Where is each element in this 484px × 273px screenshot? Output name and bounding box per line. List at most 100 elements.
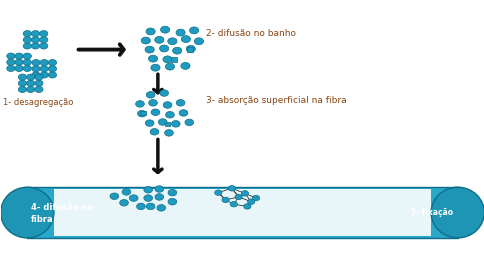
- Circle shape: [149, 100, 157, 106]
- Circle shape: [15, 59, 23, 65]
- Circle shape: [171, 121, 180, 127]
- Circle shape: [23, 59, 31, 65]
- Circle shape: [32, 60, 40, 66]
- Circle shape: [7, 65, 15, 72]
- Circle shape: [31, 31, 40, 37]
- Circle shape: [40, 37, 48, 43]
- Circle shape: [23, 65, 31, 72]
- Circle shape: [157, 204, 165, 211]
- Circle shape: [163, 102, 171, 108]
- Circle shape: [7, 59, 15, 65]
- Circle shape: [40, 31, 48, 37]
- Circle shape: [146, 203, 155, 210]
- Bar: [164, 122, 170, 126]
- Circle shape: [48, 72, 57, 78]
- Circle shape: [172, 47, 182, 54]
- Circle shape: [144, 195, 152, 201]
- Circle shape: [136, 203, 145, 210]
- Circle shape: [252, 195, 259, 201]
- Circle shape: [27, 86, 35, 93]
- Circle shape: [40, 66, 48, 72]
- Circle shape: [164, 130, 173, 136]
- Circle shape: [136, 101, 144, 107]
- Circle shape: [35, 74, 43, 80]
- Circle shape: [158, 119, 166, 125]
- Circle shape: [110, 193, 119, 200]
- Circle shape: [228, 186, 235, 191]
- Circle shape: [186, 45, 195, 52]
- Circle shape: [235, 194, 242, 200]
- Circle shape: [40, 60, 48, 66]
- Circle shape: [159, 90, 168, 96]
- Circle shape: [129, 195, 138, 201]
- Circle shape: [214, 190, 222, 195]
- Circle shape: [179, 110, 187, 116]
- Circle shape: [150, 129, 158, 135]
- Bar: [187, 47, 193, 52]
- Circle shape: [23, 31, 31, 37]
- Circle shape: [31, 37, 40, 43]
- Circle shape: [241, 191, 248, 196]
- Circle shape: [40, 43, 48, 49]
- Circle shape: [35, 86, 43, 93]
- Circle shape: [230, 201, 237, 207]
- Circle shape: [243, 204, 250, 209]
- Circle shape: [32, 66, 40, 72]
- Circle shape: [181, 36, 190, 43]
- Bar: [170, 57, 177, 62]
- Circle shape: [189, 27, 198, 34]
- Circle shape: [15, 53, 23, 59]
- Circle shape: [18, 80, 27, 86]
- Bar: [54, 189, 430, 236]
- Circle shape: [165, 111, 174, 118]
- Circle shape: [151, 64, 160, 71]
- Circle shape: [155, 194, 163, 200]
- Circle shape: [31, 43, 40, 49]
- Text: 4- difusão na
fibra: 4- difusão na fibra: [30, 203, 92, 224]
- Circle shape: [27, 74, 35, 80]
- Circle shape: [148, 55, 157, 62]
- Circle shape: [23, 53, 31, 59]
- Circle shape: [181, 63, 190, 69]
- Circle shape: [18, 74, 27, 80]
- Text: 5- fixação: 5- fixação: [410, 208, 452, 217]
- Bar: [140, 111, 146, 115]
- Circle shape: [137, 110, 146, 117]
- Circle shape: [146, 92, 155, 98]
- Circle shape: [35, 80, 43, 86]
- Circle shape: [141, 37, 150, 44]
- Circle shape: [176, 100, 184, 106]
- Circle shape: [165, 63, 174, 70]
- Circle shape: [146, 28, 155, 35]
- Circle shape: [40, 72, 48, 78]
- Circle shape: [18, 86, 27, 93]
- Circle shape: [184, 119, 193, 126]
- Circle shape: [145, 46, 154, 53]
- Circle shape: [32, 72, 40, 78]
- Circle shape: [176, 29, 185, 36]
- Circle shape: [151, 109, 159, 115]
- Circle shape: [167, 189, 176, 196]
- Circle shape: [27, 80, 35, 86]
- Circle shape: [163, 56, 172, 63]
- Text: 1- desagregação: 1- desagregação: [3, 98, 74, 107]
- Circle shape: [159, 45, 168, 52]
- Circle shape: [23, 43, 31, 49]
- Circle shape: [48, 66, 57, 72]
- Circle shape: [167, 38, 177, 45]
- Circle shape: [144, 186, 152, 193]
- Text: 2- difusão no banho: 2- difusão no banho: [206, 29, 296, 38]
- Circle shape: [120, 200, 128, 206]
- Circle shape: [167, 198, 176, 205]
- Bar: [27, 187, 457, 238]
- Circle shape: [122, 189, 131, 195]
- Circle shape: [154, 36, 164, 43]
- Ellipse shape: [430, 187, 484, 238]
- Circle shape: [7, 53, 15, 59]
- Circle shape: [145, 120, 154, 126]
- Circle shape: [160, 26, 169, 33]
- Circle shape: [48, 60, 57, 66]
- Circle shape: [222, 197, 229, 203]
- Circle shape: [15, 65, 23, 72]
- Circle shape: [247, 199, 254, 204]
